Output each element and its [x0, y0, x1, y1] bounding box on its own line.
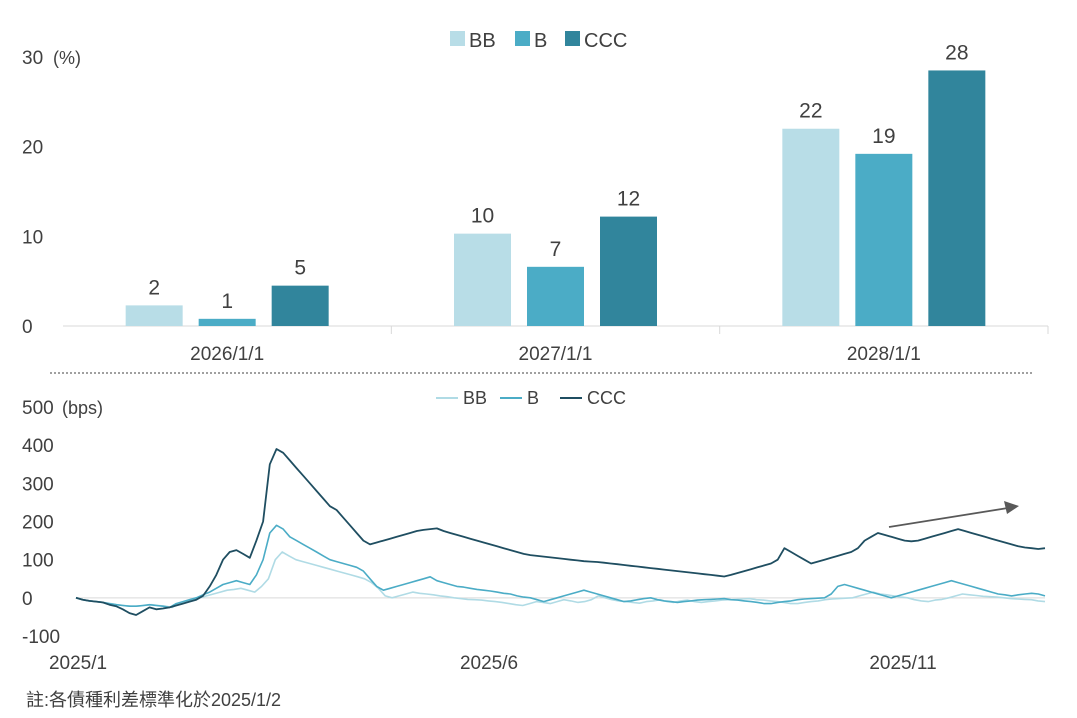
trend-arrow-line	[888, 507, 1009, 528]
data-label: 2	[148, 276, 160, 299]
y-tick-label: 500	[22, 398, 54, 419]
bar-ccc	[271, 285, 329, 326]
footnote: 註:各債種利差標準化於2025/1/2	[26, 690, 282, 710]
y-tick-label: 0	[22, 589, 33, 610]
x-tick-label: 2025/1	[49, 653, 107, 674]
data-label: 28	[945, 41, 968, 64]
y-tick-label: 400	[22, 436, 54, 457]
data-label: 7	[550, 238, 562, 261]
series-line-bb	[75, 551, 1046, 609]
x-tick-label: 2025/6	[460, 653, 518, 674]
legend-label-bb: BB	[469, 30, 496, 52]
x-tick-label: 2025/11	[869, 653, 936, 674]
legend-swatch-bb	[450, 31, 465, 46]
legend-label-ccc: CCC	[587, 388, 626, 408]
bar-b	[198, 318, 256, 326]
y-tick-label: 100	[22, 551, 54, 572]
x-tick-label: 2027/1/1	[519, 344, 593, 365]
data-label: 22	[799, 100, 822, 123]
legend-label-ccc: CCC	[584, 30, 627, 52]
y-unit-label: (%)	[53, 48, 81, 68]
bar-bb	[125, 305, 183, 326]
data-label: 19	[872, 125, 895, 148]
bar-ccc	[928, 70, 986, 326]
legend-label-b: B	[527, 388, 539, 408]
legend-swatch-b	[515, 31, 530, 46]
y-tick-label: 200	[22, 513, 54, 534]
y-tick-label: 20	[22, 138, 43, 159]
y-tick-label: 0	[22, 317, 33, 338]
legend-label-b: B	[534, 30, 547, 52]
trend-arrow-head	[1004, 501, 1019, 514]
x-tick-label: 2028/1/1	[847, 344, 921, 365]
data-label: 1	[221, 290, 233, 313]
y-tick-label: -100	[22, 627, 60, 648]
legend-label-bb: BB	[463, 388, 487, 408]
series-line-ccc	[75, 448, 1046, 616]
data-label: 5	[294, 257, 306, 280]
y-tick-label: 10	[22, 227, 43, 248]
bar-b	[855, 153, 913, 326]
data-label: 10	[471, 205, 494, 228]
y-unit-label: (bps)	[62, 398, 103, 418]
bar-ccc	[600, 216, 657, 326]
bar-bb	[782, 128, 840, 326]
y-tick-label: 300	[22, 474, 54, 495]
legend-swatch-ccc	[565, 31, 580, 46]
x-tick-label: 2026/1/1	[190, 344, 264, 365]
y-tick-label: 30	[22, 48, 43, 69]
data-label: 12	[617, 188, 640, 211]
series-line-b	[75, 524, 1046, 609]
bar-bb	[454, 233, 511, 326]
bar-b	[527, 266, 584, 326]
